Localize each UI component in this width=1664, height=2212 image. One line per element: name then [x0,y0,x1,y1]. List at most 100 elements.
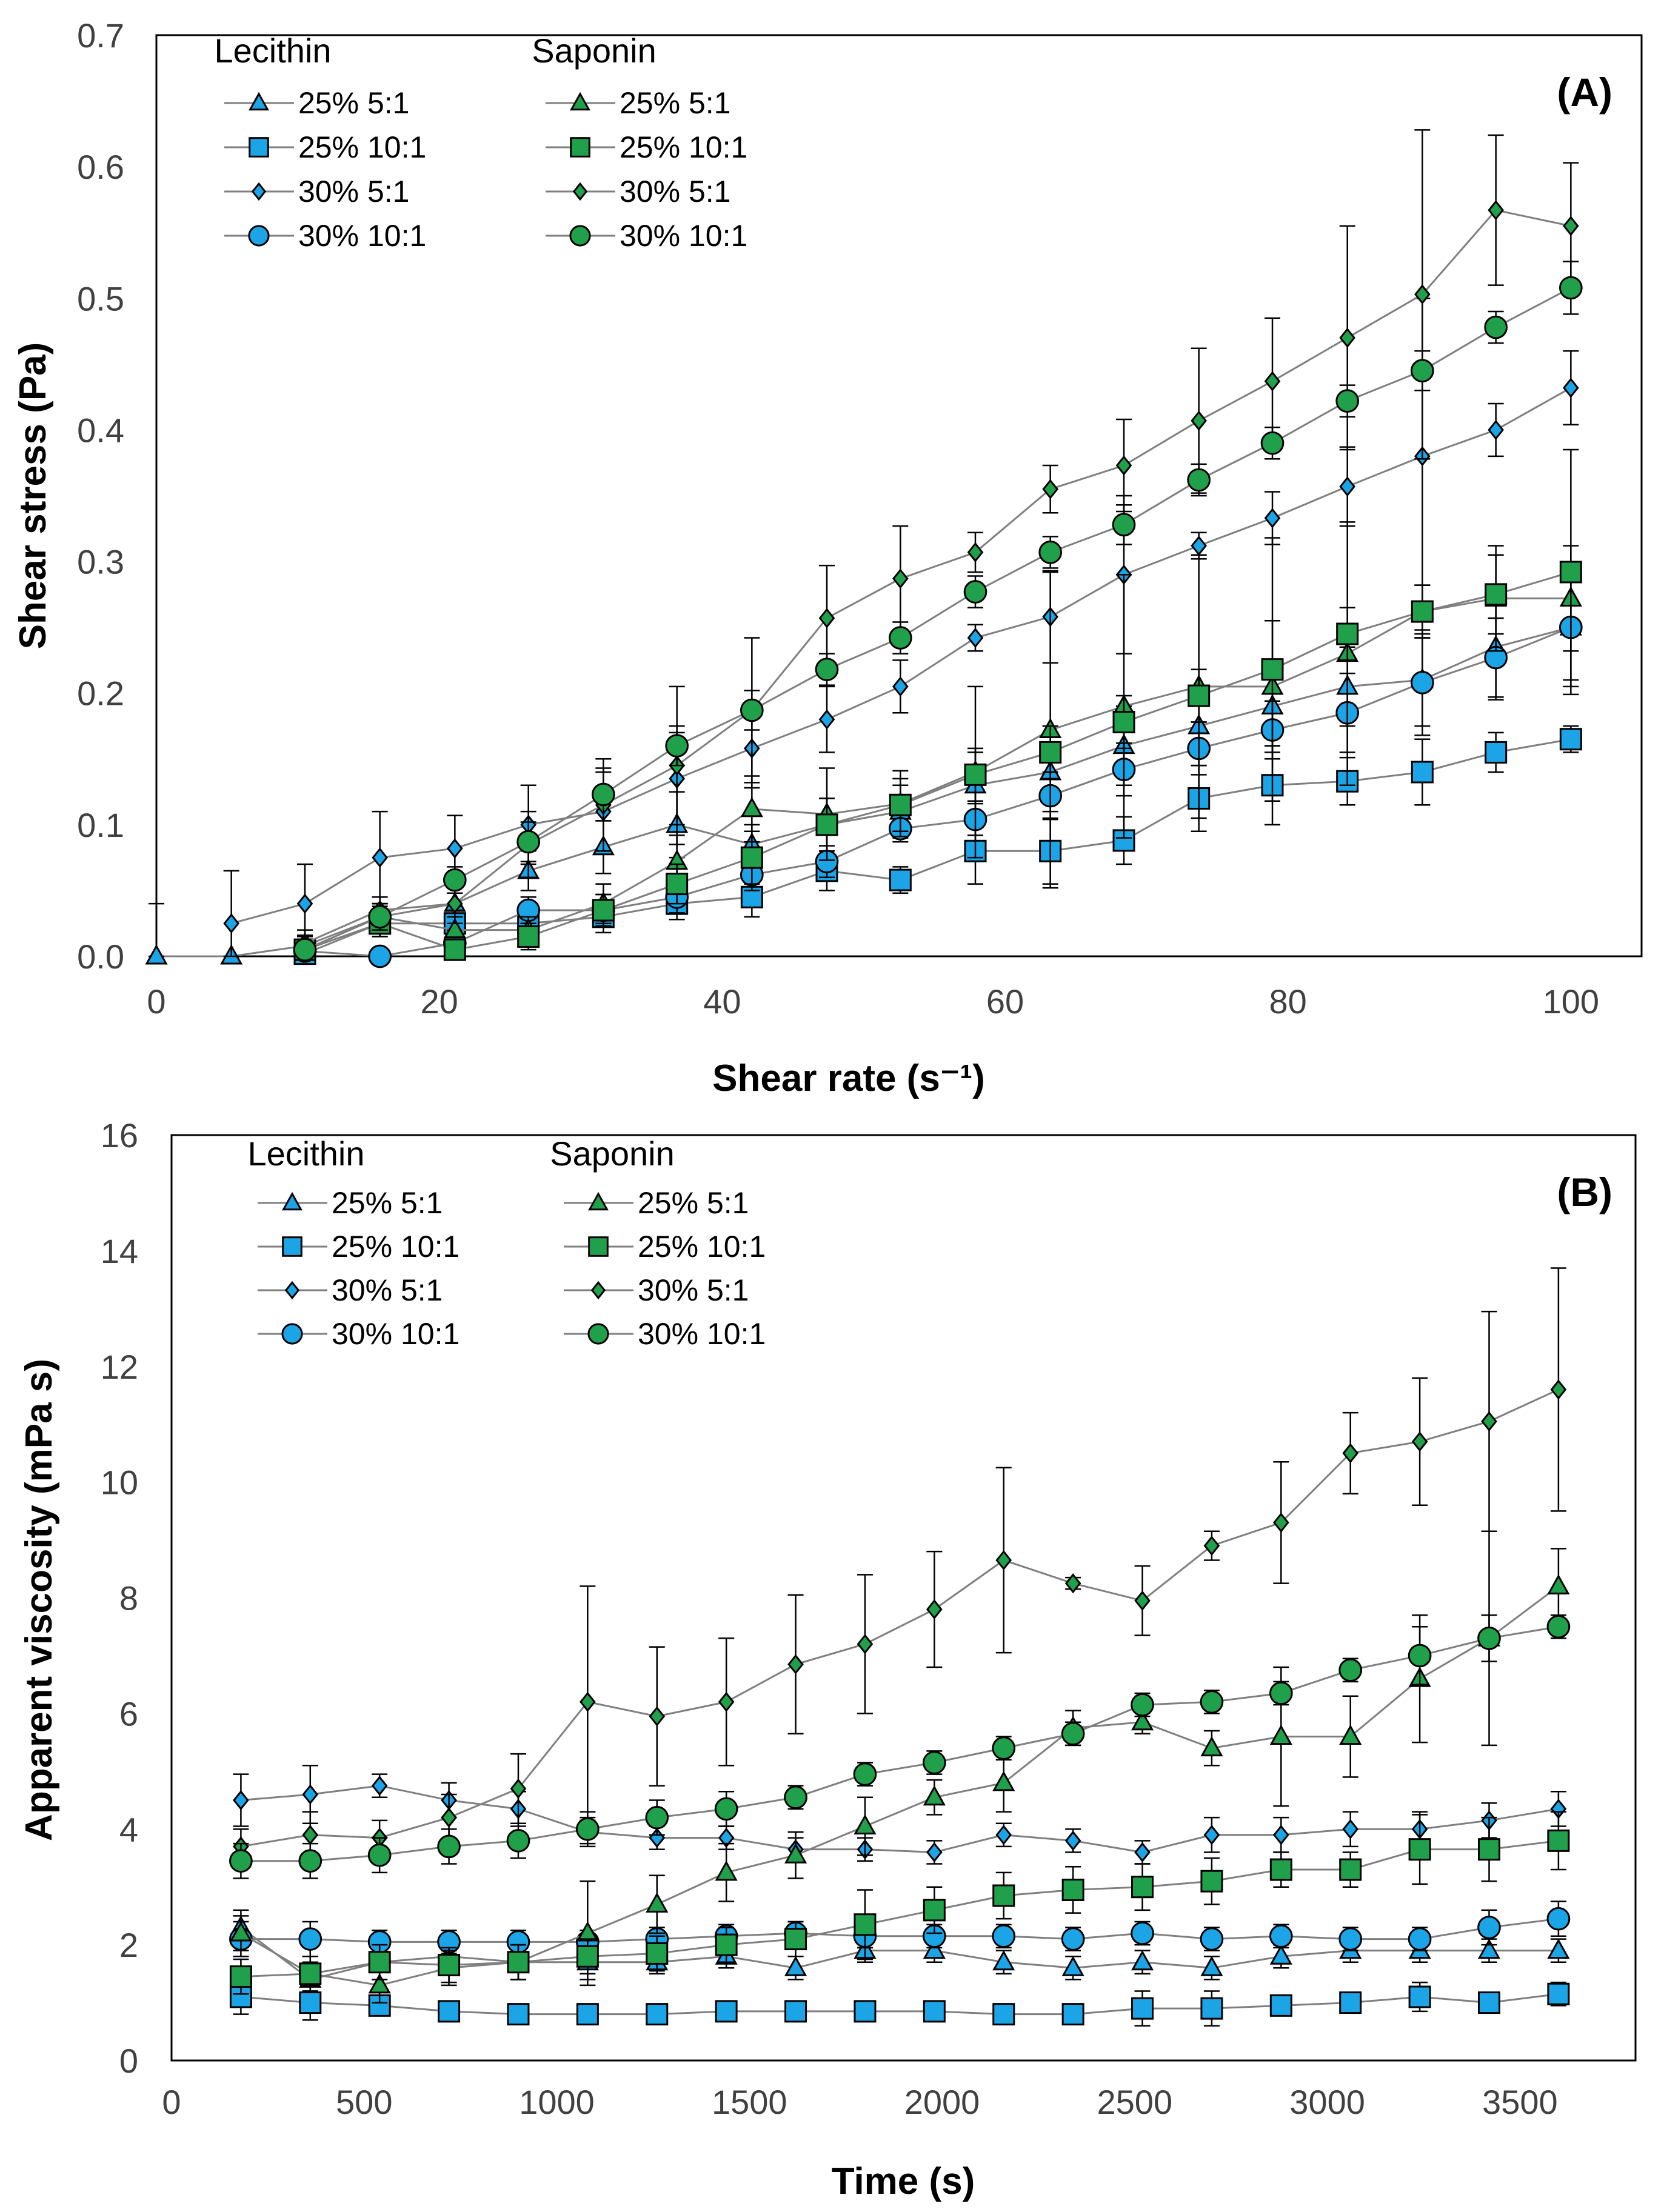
data-point [818,709,835,730]
data-point [223,913,239,934]
data-point [853,1762,877,1786]
data-point [1547,1829,1570,1852]
series-line [304,738,1571,955]
data-point [447,838,463,859]
series-saponin-25-10-1 [229,1811,1570,1995]
data-point [1335,389,1360,413]
panel-b-y-tick-label: 2 [119,1926,138,1964]
panel-b-x-tick-label: 2000 [904,2083,980,2121]
data-point [1131,1921,1154,1945]
data-point [1200,1690,1224,1714]
data-point [1200,1870,1223,1893]
data-point [1411,1431,1428,1452]
data-point [1269,1924,1293,1948]
series-line [304,626,1571,958]
data-point [233,1790,249,1811]
series-line [241,1388,1559,1848]
series-line [156,626,1571,958]
panel-a-y-axis-title: Shear stress (Pa) [12,342,54,650]
data-point [1547,1574,1570,1594]
data-point [964,763,987,786]
data-point [368,1973,391,1994]
data-point [298,1849,322,1873]
data-point [1188,684,1211,707]
panel-b-y-axis-title: Apparent viscosity (mPa s) [18,1359,60,1841]
legend-entry-label: 30% 10:1 [620,219,747,253]
data-point [992,1736,1016,1760]
legend-marker [282,1236,302,1257]
data-point [1547,1938,1570,1959]
data-point [1200,1956,1223,1976]
data-point [992,1950,1015,1971]
panel-b-x-tick-label: 500 [336,2083,392,2121]
legend-marker [588,1191,609,1211]
data-point [892,568,909,589]
data-point [1272,1512,1289,1533]
series-lecithin-30-10-1 [293,574,1583,968]
data-point [926,1599,943,1620]
data-point [1410,359,1434,383]
data-point [1264,508,1281,528]
panel-a-y-tick-label: 0.2 [77,675,124,713]
data-point [1342,1443,1359,1464]
series-line [304,571,1571,951]
data-point [740,698,764,722]
legend-group-title: Saponin [532,32,657,70]
data-point [441,1807,457,1828]
data-point [646,1892,669,1913]
data-point [787,1654,804,1674]
panel-a-y-tick-label: 0.0 [77,938,124,976]
data-point [1485,741,1508,764]
series-lecithin-25-5-1 [229,1909,1570,1998]
data-point [1134,1842,1151,1863]
legend-marker [249,92,269,111]
legend-marker [570,92,590,111]
legend-entry-label: 30% 10:1 [298,219,426,253]
data-point [1269,1944,1292,1965]
data-point [665,734,689,758]
data-point [1134,1590,1151,1611]
data-point [967,542,984,563]
data-point [507,1951,530,1974]
series-lecithin-25-10-1 [229,1979,1570,2027]
data-point [649,1706,666,1727]
data-point [740,846,763,869]
data-point [368,944,392,968]
data-point [1546,1614,1571,1639]
legend-marker [284,1281,300,1300]
legend-entry-label: 30% 5:1 [638,1273,749,1307]
data-point [1200,1997,1223,2020]
data-point [302,1784,319,1805]
data-point [576,1817,600,1841]
panel-b-plot-frame [170,1134,1637,2062]
data-point [299,1962,322,1985]
panel-a-x-tick-label: 0 [147,982,165,1021]
legend-entry-label: 25% 10:1 [638,1230,766,1264]
panel-b-y-tick-label: 14 [101,1232,138,1270]
data-point [854,1913,877,1936]
data-point [1410,670,1434,695]
data-point [1550,1379,1567,1400]
legend-entry-label: 25% 5:1 [620,86,730,120]
series-saponin-30-10-1 [293,261,1583,962]
data-point [1336,622,1359,645]
series-saponin-30-10-1 [229,1614,1571,1879]
panel-a-y-tick-label: 0.7 [77,16,124,55]
data-point [1339,476,1355,497]
data-point [580,1691,596,1712]
data-point [854,1814,877,1834]
data-point [1131,1693,1154,1717]
series-lecithin-30-10-1 [229,1901,1571,1957]
data-point [889,793,912,816]
data-point [1261,658,1284,681]
data-point [1339,1858,1362,1881]
legend-group-title: Saponin [550,1134,675,1173]
legend-entry-label: 25% 5:1 [298,86,409,120]
legend-entry-label: 30% 10:1 [332,1317,459,1351]
series-line [231,387,1572,925]
data-point [857,1634,874,1654]
panel-a-x-tick-label: 100 [1543,982,1599,1021]
data-point [784,1928,807,1951]
series-lecithin-25-5-1 [145,567,1582,965]
data-point [1563,216,1579,236]
